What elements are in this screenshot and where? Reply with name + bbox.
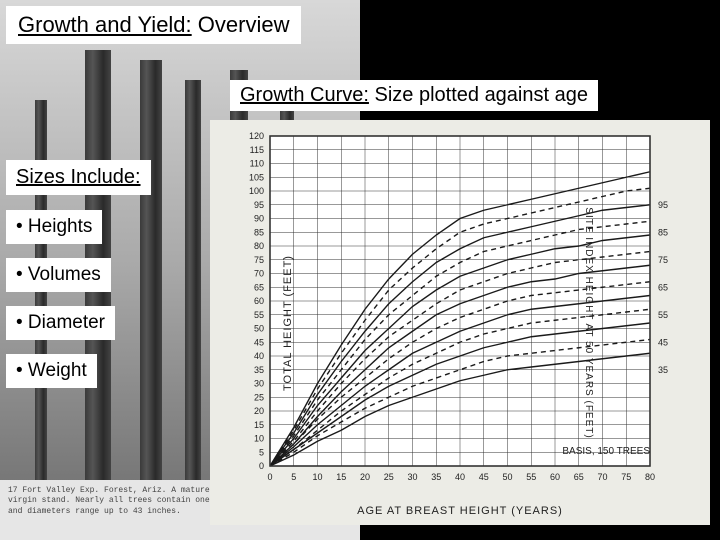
svg-text:65: 65 — [254, 282, 264, 292]
growth-curve-chart: 0 5 10 15 20 25 30 35 40 45 50 55 60 65 70 75 80 0 5 10 15 20… — [210, 120, 710, 525]
slide-subtitle: Growth Curve: Size plotted against age — [230, 80, 598, 111]
svg-text:5: 5 — [291, 472, 296, 482]
svg-text:30: 30 — [254, 379, 264, 389]
svg-text:85: 85 — [658, 227, 668, 237]
basis-note: BASIS, 150 TREES — [562, 446, 650, 457]
svg-text:20: 20 — [360, 472, 370, 482]
svg-text:35: 35 — [431, 472, 441, 482]
svg-text:0: 0 — [267, 472, 272, 482]
title-suffix: Overview — [192, 12, 290, 37]
svg-text:40: 40 — [254, 351, 264, 361]
svg-text:45: 45 — [479, 472, 489, 482]
svg-text:75: 75 — [621, 472, 631, 482]
slide-title: Growth and Yield: Overview — [6, 6, 301, 44]
svg-text:70: 70 — [254, 269, 264, 279]
svg-text:5: 5 — [259, 447, 264, 457]
svg-text:80: 80 — [254, 241, 264, 251]
x-axis-label: AGE AT BREAST HEIGHT (YEARS) — [357, 505, 563, 517]
svg-text:0: 0 — [259, 461, 264, 471]
svg-text:110: 110 — [250, 159, 264, 169]
svg-text:115: 115 — [250, 145, 264, 155]
svg-text:105: 105 — [249, 172, 264, 182]
svg-text:60: 60 — [254, 296, 264, 306]
bullet-diameter: • Diameter — [6, 306, 115, 340]
svg-text:20: 20 — [254, 406, 264, 416]
svg-text:120: 120 — [249, 131, 264, 141]
svg-text:85: 85 — [254, 227, 264, 237]
svg-text:95: 95 — [658, 200, 668, 210]
svg-text:30: 30 — [407, 472, 417, 482]
svg-text:70: 70 — [597, 472, 607, 482]
svg-text:10: 10 — [254, 434, 264, 444]
svg-text:55: 55 — [526, 472, 536, 482]
y2-axis-label: SITE INDEX HEIGHT AT 50 YEARS (FEET) — [583, 207, 594, 438]
y-axis-label: TOTAL HEIGHT (FEET) — [282, 255, 294, 391]
svg-text:15: 15 — [336, 472, 346, 482]
svg-text:10: 10 — [312, 472, 322, 482]
subtitle-prefix: Growth Curve: — [240, 84, 369, 106]
svg-text:60: 60 — [550, 472, 560, 482]
svg-text:45: 45 — [254, 337, 264, 347]
svg-text:65: 65 — [658, 282, 668, 292]
svg-text:40: 40 — [455, 472, 465, 482]
bullet-heights: • Heights — [6, 210, 102, 244]
svg-text:45: 45 — [658, 337, 668, 347]
sizes-heading: Sizes Include: — [6, 160, 151, 195]
svg-text:75: 75 — [658, 255, 668, 265]
subtitle-suffix: Size plotted against age — [369, 84, 588, 106]
svg-text:25: 25 — [254, 392, 264, 402]
bullet-volumes: • Volumes — [6, 258, 111, 292]
svg-text:95: 95 — [254, 200, 264, 210]
svg-text:25: 25 — [384, 472, 394, 482]
bullet-weight: • Weight — [6, 354, 97, 388]
svg-text:100: 100 — [249, 186, 264, 196]
svg-text:55: 55 — [254, 310, 264, 320]
svg-text:35: 35 — [658, 365, 668, 375]
title-prefix: Growth and Yield: — [18, 12, 192, 37]
svg-text:50: 50 — [502, 472, 512, 482]
svg-text:35: 35 — [254, 365, 264, 375]
svg-text:15: 15 — [254, 420, 264, 430]
svg-text:90: 90 — [254, 214, 264, 224]
svg-text:75: 75 — [254, 255, 264, 265]
svg-text:50: 50 — [254, 324, 264, 334]
svg-text:80: 80 — [645, 472, 655, 482]
svg-text:65: 65 — [574, 472, 584, 482]
svg-text:55: 55 — [658, 310, 668, 320]
